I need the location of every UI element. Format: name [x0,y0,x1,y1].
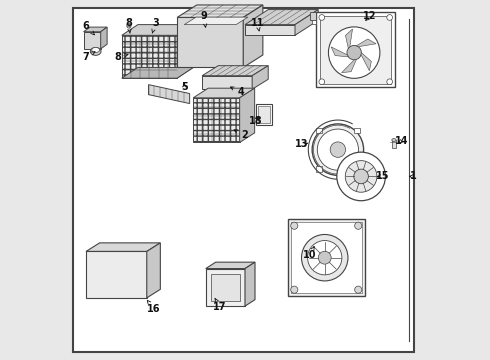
Polygon shape [83,27,107,32]
Polygon shape [148,85,190,104]
Polygon shape [86,243,160,251]
Circle shape [291,222,298,229]
Text: 18: 18 [249,116,263,126]
Bar [193,98,240,143]
Polygon shape [177,24,193,78]
Circle shape [312,124,364,175]
Bar [316,166,321,172]
Polygon shape [252,66,268,89]
Ellipse shape [90,48,101,55]
Text: 4: 4 [230,87,245,98]
Polygon shape [243,5,263,67]
Circle shape [355,222,362,229]
Polygon shape [147,243,160,298]
Bar [354,128,360,134]
Circle shape [319,15,325,20]
Circle shape [345,161,377,192]
Text: 5: 5 [181,82,188,92]
Polygon shape [83,32,100,49]
Polygon shape [245,262,255,306]
Circle shape [387,79,392,85]
Polygon shape [245,10,318,24]
Polygon shape [295,10,318,35]
Text: 12: 12 [363,12,377,21]
Text: 14: 14 [395,136,409,146]
Bar [258,107,270,123]
Bar [193,98,240,143]
Bar [312,20,316,24]
Text: 11: 11 [251,18,264,31]
Bar [206,269,245,306]
Circle shape [301,234,348,281]
Circle shape [318,251,331,264]
Text: 9: 9 [200,11,207,27]
Circle shape [355,286,362,293]
Polygon shape [177,5,263,18]
Circle shape [318,129,359,170]
Bar [245,24,295,35]
Polygon shape [122,67,193,78]
Text: 7: 7 [83,52,95,62]
Polygon shape [345,29,352,48]
Polygon shape [193,88,255,98]
Circle shape [347,45,361,60]
Bar [177,18,243,67]
Bar [86,251,147,298]
Polygon shape [122,24,193,35]
Ellipse shape [392,139,396,141]
Circle shape [387,15,392,20]
Bar [122,35,177,78]
Circle shape [354,169,368,184]
Polygon shape [206,262,255,269]
Polygon shape [356,39,376,47]
Text: 16: 16 [147,300,161,314]
Bar [392,140,396,148]
Bar [256,104,272,125]
Bar [211,274,240,301]
Text: 17: 17 [213,299,227,312]
Text: 15: 15 [376,171,389,181]
Circle shape [291,286,298,293]
Polygon shape [240,88,255,143]
Bar [316,128,321,134]
Bar [202,76,252,89]
Bar [288,219,365,296]
Text: 8: 8 [115,52,128,62]
Text: 2: 2 [234,130,248,140]
Polygon shape [100,27,107,49]
Ellipse shape [92,48,99,53]
Polygon shape [184,17,248,24]
Polygon shape [342,59,356,73]
Polygon shape [331,47,348,57]
Text: 1: 1 [410,171,416,181]
Bar [317,12,395,87]
Bar [320,16,392,84]
Polygon shape [361,53,371,71]
Ellipse shape [122,53,126,58]
Bar [122,35,177,78]
Ellipse shape [127,23,131,28]
Text: 8: 8 [125,18,132,33]
Polygon shape [202,66,268,76]
Circle shape [328,27,380,78]
Bar [354,166,360,172]
Bar [310,12,317,20]
Text: 3: 3 [152,18,159,33]
Text: 6: 6 [83,21,95,35]
Text: 10: 10 [302,247,316,260]
Text: 13: 13 [295,139,309,149]
Circle shape [308,240,342,275]
Circle shape [319,79,325,85]
Circle shape [330,142,345,157]
Circle shape [337,152,386,201]
Bar [291,222,362,293]
